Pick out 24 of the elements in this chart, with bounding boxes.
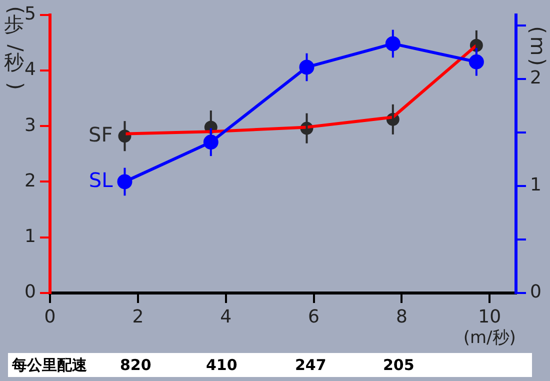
x-tick-label: 8: [396, 306, 408, 328]
x-tick-label: 2: [132, 306, 144, 328]
text: 410: [206, 356, 238, 374]
text: 205: [383, 356, 414, 374]
y2-axis-title: (m): [526, 26, 550, 66]
y-tick-label: 3: [24, 114, 36, 136]
x-tick-label: 4: [220, 306, 232, 328]
text: 247: [295, 356, 326, 374]
text: 每公里配速: [12, 356, 87, 375]
series-label: SF: [88, 122, 113, 146]
x-tick-label: 0: [44, 306, 56, 328]
y-tick-label: 1: [24, 226, 36, 248]
y-tick-label: 4: [24, 59, 36, 80]
y2-tick-label: 2: [530, 68, 542, 89]
y2-tick-label: 1: [530, 174, 542, 196]
y-tick-label: 0: [24, 282, 36, 303]
x-axis-title: (m/秒): [463, 328, 516, 348]
series-label: SL: [88, 168, 114, 192]
text: 820: [120, 356, 152, 374]
x-tick-label: 10: [478, 306, 502, 328]
x-tick-label: 6: [308, 306, 320, 328]
y-tick-label: 2: [24, 170, 36, 192]
y2-tick-label: 0: [530, 282, 542, 303]
y-tick-label: 5: [24, 3, 36, 24]
